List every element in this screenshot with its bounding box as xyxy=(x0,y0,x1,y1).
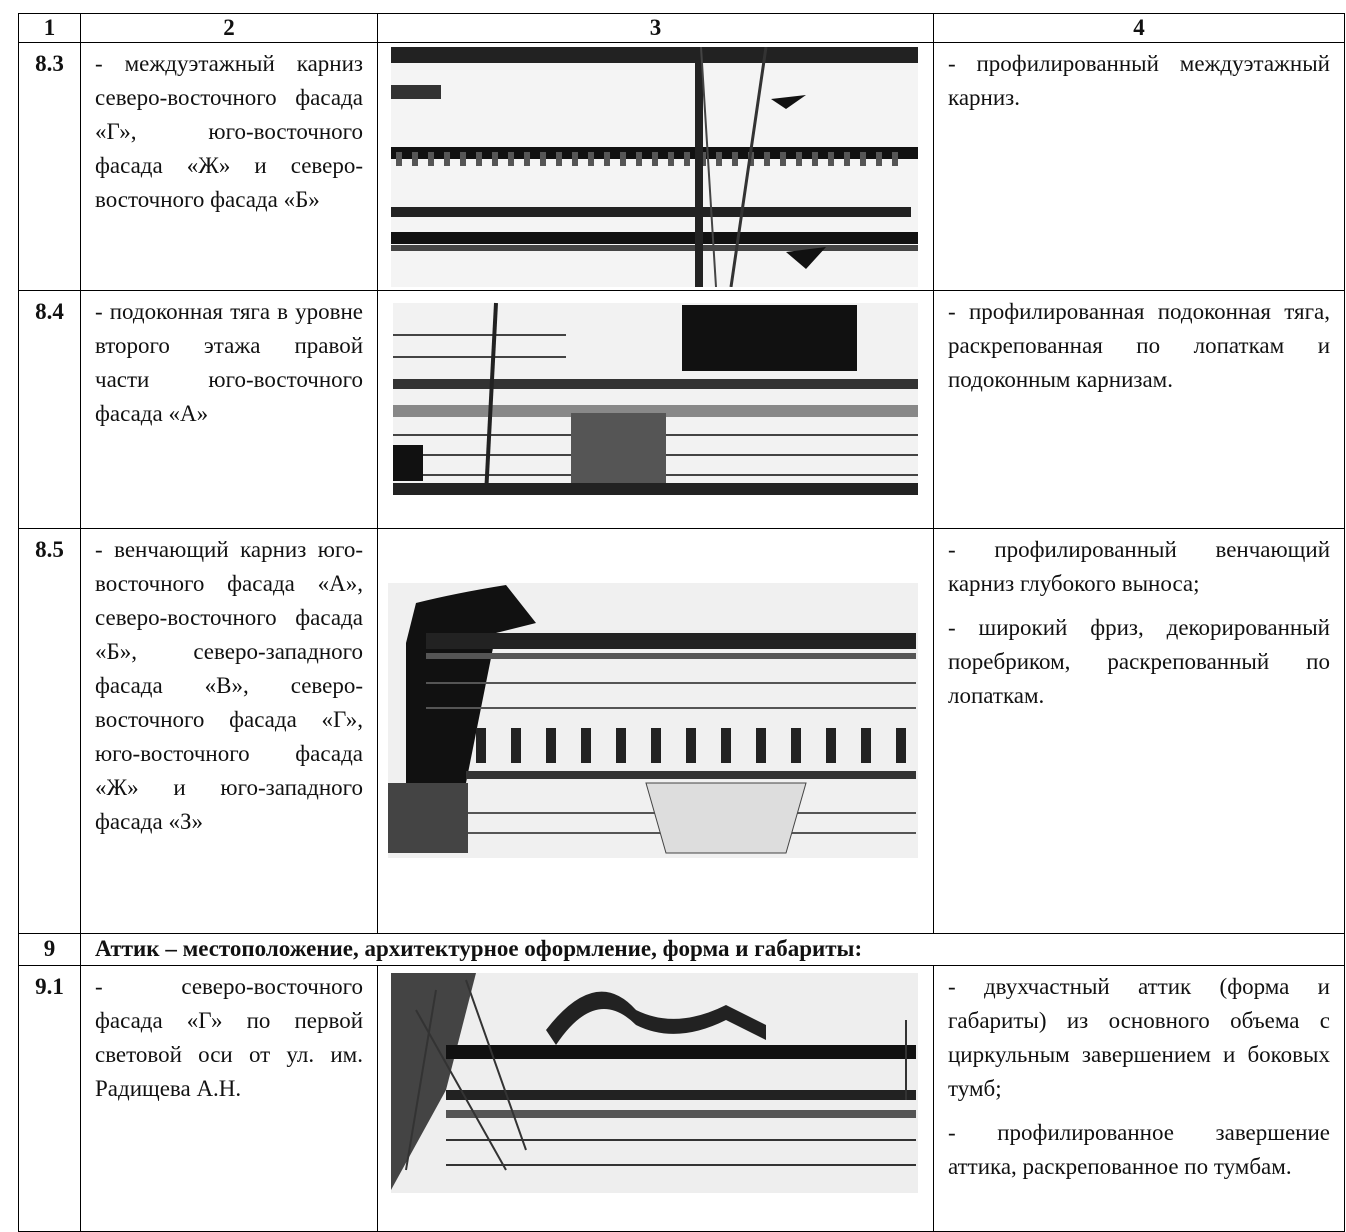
photo xyxy=(393,302,918,495)
photo xyxy=(391,47,918,287)
photo-cell xyxy=(377,290,934,529)
photo-cell xyxy=(377,42,934,291)
photo xyxy=(388,583,918,858)
row-number: 8.4 xyxy=(18,290,81,529)
element: - северо-восточного фасада «Г» по первой… xyxy=(80,965,378,1232)
row-number: 8.5 xyxy=(18,528,81,934)
description: - двухчастный аттик (форма и габариты) и… xyxy=(933,965,1345,1232)
row: 8.5 - венчающий карниз юго-восточного фа… xyxy=(18,528,1345,934)
row: 8.3 - междуэтажный карниз северо-восточн… xyxy=(18,42,1345,291)
header-cell: 1 xyxy=(18,13,81,43)
description: - профилированный междуэтажный карниз. xyxy=(933,42,1345,291)
description-paragraph: - профилированное завершение аттика, рас… xyxy=(948,1120,1330,1179)
header-row: 1 2 3 4 xyxy=(18,13,1345,43)
header-cell: 3 xyxy=(377,13,934,43)
row-number: 9 xyxy=(18,933,81,966)
description-paragraph: - широкий фриз, декорированный поребрико… xyxy=(948,615,1330,708)
description-paragraph: - двухчастный аттик (форма и габариты) и… xyxy=(948,974,1330,1101)
header-cell: 4 xyxy=(933,13,1345,43)
description-paragraph: - профилированная подоконная тяга, раскр… xyxy=(948,299,1330,392)
section-heading: Аттик – местоположение, архитектурное оф… xyxy=(80,933,1345,966)
element: - подоконная тяга в уровне второго этажа… xyxy=(80,290,378,529)
description-paragraph: - профилированный междуэтажный карниз. xyxy=(948,51,1330,110)
row-number: 9.1 xyxy=(18,965,81,1232)
description: - профилированная подоконная тяга, раскр… xyxy=(933,290,1345,529)
description-paragraph: - профилированный венчающий карниз глубо… xyxy=(948,537,1330,596)
description: - профилированный венчающий карниз глубо… xyxy=(933,528,1345,934)
photo xyxy=(391,973,918,1193)
element: - венчающий карниз юго-восточного фасада… xyxy=(80,528,378,934)
row: 9.1 - северо-восточного фасада «Г» по пе… xyxy=(18,965,1345,1232)
table: 1 2 3 4 8.3 - междуэтажный карниз северо… xyxy=(18,13,1345,1232)
section-row: 9 Аттик – местоположение, архитектурное … xyxy=(18,933,1345,966)
row-number: 8.3 xyxy=(18,42,81,291)
header-cell: 2 xyxy=(80,13,378,43)
photo-cell xyxy=(377,528,934,934)
photo-cell xyxy=(377,965,934,1232)
row: 8.4 - подоконная тяга в уровне второго э… xyxy=(18,290,1345,529)
element: - междуэтажный карниз северо-восточного … xyxy=(80,42,378,291)
